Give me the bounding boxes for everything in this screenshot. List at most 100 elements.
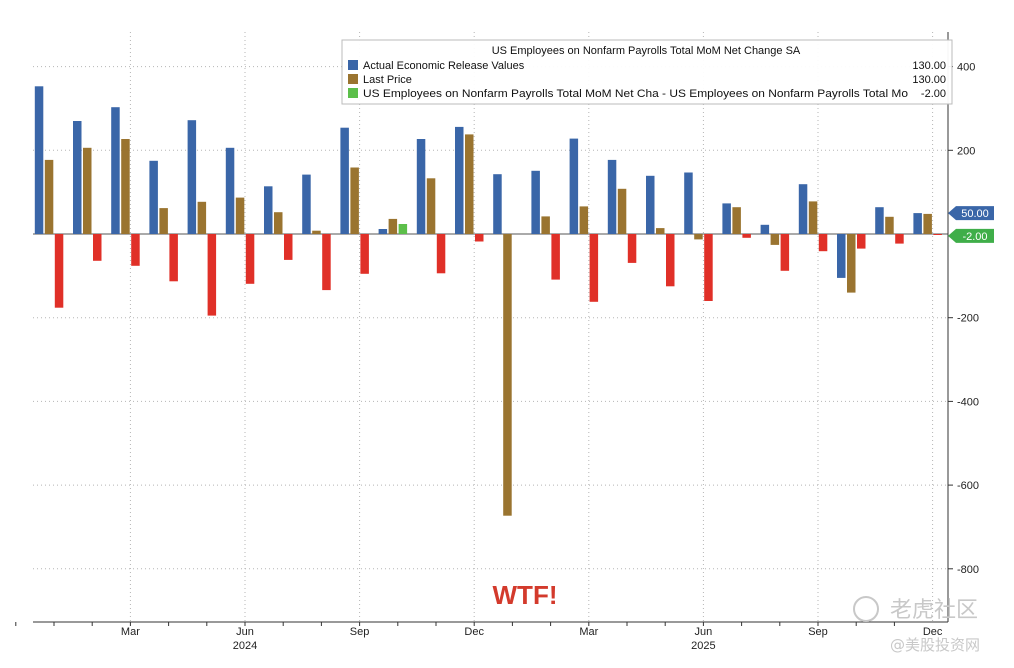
bar-actual-2025-07 bbox=[722, 203, 731, 234]
legend-value-last-price: 130.00 bbox=[912, 74, 946, 86]
y-tick-label: 400 bbox=[957, 62, 975, 74]
bar-last-price-2024-03 bbox=[121, 139, 130, 234]
bar-difference-2025-11 bbox=[895, 234, 904, 244]
bar-difference-2024-04 bbox=[169, 234, 178, 282]
bar-actual-2024-09 bbox=[340, 127, 349, 234]
bar-last-price-2025-06 bbox=[694, 234, 703, 240]
bar-actual-2025-05 bbox=[646, 175, 655, 234]
bar-actual-2025-02 bbox=[531, 170, 540, 234]
bar-last-price-2024-01 bbox=[44, 159, 54, 234]
value-badge: 50.00 bbox=[948, 206, 994, 221]
bar-difference-2024-01 bbox=[54, 234, 64, 308]
bar-last-price-2024-11 bbox=[426, 178, 436, 234]
x-tick-label: Dec bbox=[464, 626, 484, 638]
bar-actual-2024-01 bbox=[34, 86, 44, 234]
x-year-label: 2025 bbox=[691, 640, 715, 652]
bar-difference-2024-03 bbox=[131, 234, 140, 266]
bar-actual-2024-05 bbox=[187, 120, 197, 234]
watermark-title: 老虎社区 bbox=[890, 598, 978, 623]
legend-box bbox=[341, 39, 953, 105]
right-axis: 400 200 -200 -400 -600 -800 bbox=[947, 32, 979, 622]
bar-last-price-2025-08 bbox=[770, 234, 780, 245]
bar-difference-2024-08 bbox=[322, 234, 331, 291]
chart-title: US Employees on Nonfarm Payrolls Total M… bbox=[492, 45, 801, 57]
bar-actual-2024-10 bbox=[378, 229, 388, 234]
bar-last-price-2025-05 bbox=[656, 228, 665, 234]
bar-actual-2025-03 bbox=[569, 138, 579, 234]
bar-difference-2024-11 bbox=[436, 234, 446, 274]
wtf-annotation: WTF! bbox=[493, 580, 558, 610]
watermark-subtitle: @美股投资网 bbox=[890, 636, 980, 654]
bar-last-price-2025-09 bbox=[808, 201, 818, 234]
x-tick-label: Mar bbox=[121, 626, 140, 638]
legend-label-last-price: Last Price bbox=[363, 74, 412, 86]
bar-last-price-2024-06 bbox=[235, 197, 245, 234]
bar-actual-2025-12 bbox=[913, 213, 922, 234]
y-tick-label: -400 bbox=[957, 396, 979, 408]
bar-difference-2024-07 bbox=[284, 234, 293, 260]
bar-last-price-2025-02 bbox=[541, 216, 550, 234]
bar-difference-2024-02 bbox=[93, 234, 102, 261]
bar-last-price-2025-07 bbox=[732, 207, 741, 234]
legend-swatch-actual bbox=[348, 60, 358, 70]
x-tick-label: Dec bbox=[923, 626, 943, 638]
bar-last-price-2024-02 bbox=[83, 147, 92, 234]
bar-actual-2025-01 bbox=[493, 174, 502, 234]
bar-difference-2025-06 bbox=[704, 234, 713, 301]
legend-swatch-difference bbox=[348, 88, 358, 98]
legend-label-actual: Actual Economic Release Values bbox=[363, 60, 525, 72]
bar-actual-2024-12 bbox=[455, 126, 464, 234]
bar-last-price-2025-11 bbox=[885, 216, 894, 234]
x-tick-label: Mar bbox=[579, 626, 598, 638]
x-tick-label: Jun bbox=[236, 626, 254, 638]
bar-difference-2025-05 bbox=[666, 234, 675, 287]
value-badges: 50.00 -2.00 bbox=[948, 206, 994, 243]
bar-marks bbox=[34, 86, 942, 516]
bar-last-price-2024-10 bbox=[388, 218, 398, 234]
bar-difference-2025-09 bbox=[818, 234, 828, 252]
bar-difference-2025-02 bbox=[551, 234, 560, 280]
y-tick-label: 200 bbox=[957, 145, 975, 157]
value-badge-label: -2.00 bbox=[962, 231, 987, 243]
bar-actual-2024-07 bbox=[264, 186, 273, 234]
bar-last-price-2024-09 bbox=[350, 167, 359, 234]
value-badge: -2.00 bbox=[948, 228, 994, 243]
bar-difference-2025-04 bbox=[627, 234, 637, 263]
bar-difference-2025-08 bbox=[780, 234, 790, 271]
bar-last-price-2025-12 bbox=[923, 213, 932, 234]
value-badge-label: 50.00 bbox=[961, 208, 989, 220]
bar-last-price-2025-04 bbox=[617, 188, 627, 234]
y-tick-label: -200 bbox=[957, 313, 979, 325]
value-badge-shape bbox=[948, 206, 994, 221]
bar-actual-2024-04 bbox=[149, 160, 158, 234]
x-year-label: 2024 bbox=[233, 640, 257, 652]
y-tick-label: -800 bbox=[957, 564, 979, 576]
bar-last-price-2025-03 bbox=[579, 206, 589, 234]
bar-difference-2025-03 bbox=[589, 234, 599, 302]
bar-actual-2025-09 bbox=[798, 184, 808, 234]
bar-actual-2025-10 bbox=[837, 234, 846, 278]
bar-actual-2024-08 bbox=[302, 174, 311, 234]
bar-difference-2024-09 bbox=[360, 234, 369, 274]
bar-difference-2025-12 bbox=[933, 234, 942, 235]
bar-last-price-2025-10 bbox=[847, 234, 856, 293]
x-axis: Mar Jun Sep Dec Mar Jun Sep Dec 2024 2025 bbox=[15, 621, 948, 652]
watermark-logo-icon bbox=[853, 596, 879, 622]
bar-last-price-2024-07 bbox=[274, 212, 283, 234]
bar-actual-2024-03 bbox=[111, 107, 120, 234]
x-tick-label: Sep bbox=[350, 626, 370, 638]
legend-label-difference: US Employees on Nonfarm Payrolls Total M… bbox=[363, 88, 908, 100]
bar-difference-2025-07 bbox=[742, 234, 751, 238]
bar-last-price-2024-05 bbox=[197, 201, 207, 234]
bar-actual-2024-11 bbox=[416, 139, 426, 234]
bar-last-price-2024-08 bbox=[312, 230, 321, 234]
x-tick-label: Jun bbox=[695, 626, 713, 638]
legend-value-actual: 130.00 bbox=[912, 60, 946, 72]
bar-last-price-2024-04 bbox=[159, 208, 168, 234]
grid-lines bbox=[33, 32, 948, 622]
x-tick-label: Sep bbox=[808, 626, 828, 638]
bar-difference-positive-2024-10 bbox=[398, 224, 408, 234]
watermark: 老虎社区 @美股投资网 bbox=[853, 596, 980, 654]
bar-difference-2024-12 bbox=[475, 234, 484, 242]
